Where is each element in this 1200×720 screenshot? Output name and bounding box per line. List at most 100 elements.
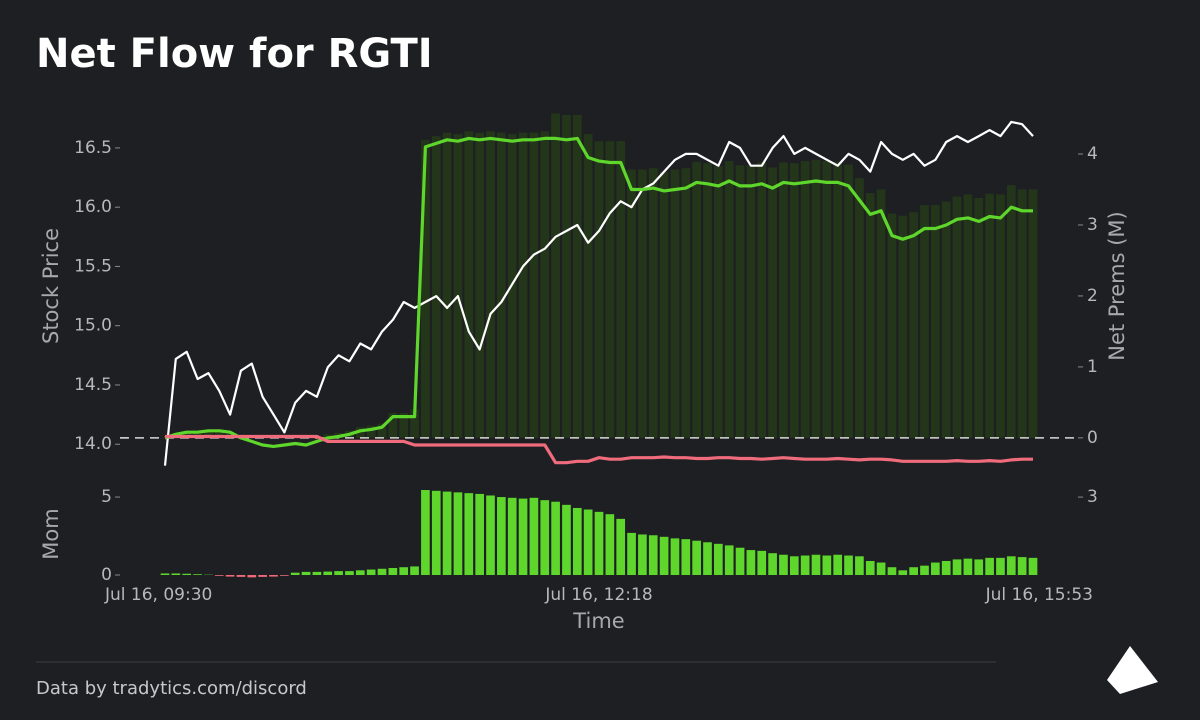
y-tick-label: 16.5 <box>74 138 112 158</box>
bar <box>323 571 333 576</box>
bar <box>703 542 712 576</box>
bar <box>594 141 604 438</box>
bar <box>800 555 810 576</box>
bar <box>355 570 365 576</box>
bar <box>996 194 1005 438</box>
bar <box>518 498 528 576</box>
bar <box>540 131 550 438</box>
bar <box>909 212 918 438</box>
logo <box>1107 646 1158 694</box>
bar <box>1017 557 1027 576</box>
bar <box>735 547 745 576</box>
bar <box>355 427 365 438</box>
y2-tick-label: 0 <box>1087 428 1098 448</box>
bar <box>920 565 929 576</box>
bar <box>811 159 821 438</box>
bar <box>670 538 680 576</box>
bar <box>269 575 278 577</box>
bar <box>1006 556 1016 576</box>
bar <box>280 575 289 576</box>
bar <box>898 570 908 576</box>
bar <box>475 132 484 438</box>
bar <box>724 545 734 576</box>
y-tick-label: 0 <box>101 565 112 585</box>
bar <box>540 500 550 576</box>
bar <box>301 571 311 576</box>
footer: Data by tradytics.com/discord <box>36 678 307 699</box>
bar <box>974 198 984 438</box>
bar <box>887 567 897 576</box>
bar <box>551 113 560 438</box>
bar <box>572 114 582 438</box>
bar <box>974 559 984 576</box>
line <box>163 120 1034 466</box>
bar <box>366 425 376 438</box>
bar <box>800 161 810 438</box>
bar <box>529 132 539 438</box>
bar <box>638 169 647 438</box>
bar <box>952 196 962 438</box>
bar <box>887 213 897 438</box>
bar <box>1028 189 1038 438</box>
bar <box>431 490 441 576</box>
bar <box>160 573 170 576</box>
bar <box>475 493 484 576</box>
bar <box>659 536 669 576</box>
bar <box>290 572 300 576</box>
bar <box>941 560 951 576</box>
bar <box>453 134 463 438</box>
chart-panel: 0 5 3 Mom Jul 16, 09:30 Jul 16, 12:18 Jul 16, … <box>39 487 1098 633</box>
bar <box>182 573 192 576</box>
bar <box>388 567 398 576</box>
bar <box>562 504 571 576</box>
bar <box>692 161 701 438</box>
bar <box>605 514 615 576</box>
bar <box>714 543 723 576</box>
bar <box>833 554 843 576</box>
bar <box>377 423 387 438</box>
bar <box>583 509 593 576</box>
bar <box>681 539 691 576</box>
bar <box>931 562 940 576</box>
bar <box>779 554 788 576</box>
bar <box>258 575 267 577</box>
y-tick-label: 15.0 <box>74 316 112 336</box>
bar <box>735 165 745 438</box>
x-tick-label: Jul 16, 15:53 <box>985 585 1093 605</box>
bar <box>529 497 539 576</box>
y-tick-label: 16.0 <box>74 197 112 217</box>
bar <box>551 501 560 576</box>
bar <box>334 571 343 576</box>
bar <box>985 193 994 438</box>
y2-tick-label: 1 <box>1087 357 1098 377</box>
bar <box>703 163 712 438</box>
bar <box>789 556 799 576</box>
bar <box>627 169 636 438</box>
y-tick-label: 5 <box>101 487 112 507</box>
y-axis-label: Mom <box>39 508 63 559</box>
bar <box>714 166 723 438</box>
bar <box>855 178 864 438</box>
bar <box>822 555 832 576</box>
x-tick-label: Jul 16, 12:18 <box>544 585 652 605</box>
bar <box>768 553 777 576</box>
bar <box>627 532 636 576</box>
bar <box>811 554 821 576</box>
bar <box>648 535 658 576</box>
bar <box>366 569 376 576</box>
bar <box>421 490 430 576</box>
bar <box>844 164 853 438</box>
bar <box>421 139 430 438</box>
bar <box>236 575 246 577</box>
bar <box>442 132 452 438</box>
y2-tick-label: 3 <box>1087 215 1098 235</box>
bar <box>497 497 506 576</box>
bar <box>616 518 626 576</box>
bar <box>1006 185 1016 438</box>
bar <box>941 201 951 438</box>
bar <box>789 163 799 438</box>
bar <box>681 168 691 438</box>
bar <box>497 132 506 438</box>
bar <box>345 571 354 576</box>
